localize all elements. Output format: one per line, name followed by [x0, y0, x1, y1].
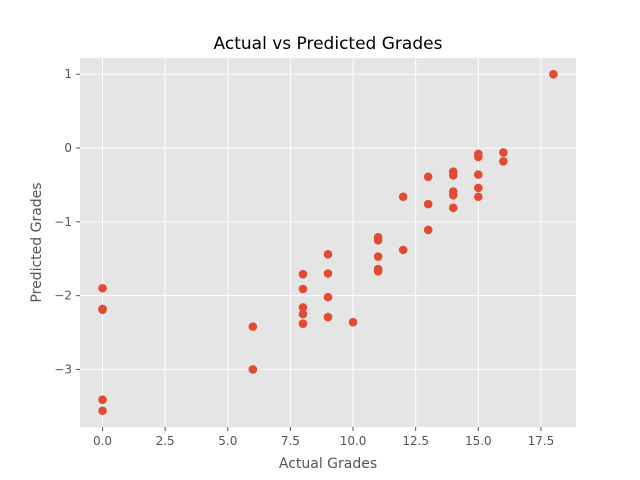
x-tick-label: 12.5: [402, 434, 429, 448]
axis-ticks: 0.0 2.5 5.0 7.5 10.0 12.5 15.0 17.5 1 0 −1 −2 −3: [54, 67, 554, 448]
data-point: [98, 305, 107, 314]
data-point: [248, 322, 258, 331]
plot-area: [80, 58, 576, 427]
y-tick-label: 1: [64, 67, 72, 81]
data-point: [423, 172, 433, 182]
x-tick-label: 2.5: [156, 434, 175, 448]
data-point: [323, 312, 333, 322]
data-point: [373, 235, 383, 245]
data-point: [373, 252, 383, 261]
y-axis-label: Predicted Grades: [29, 182, 45, 302]
data-point: [98, 395, 107, 404]
y-tick-label: 0: [64, 141, 72, 155]
data-point: [398, 245, 408, 255]
x-tick-label: 15.0: [465, 434, 492, 448]
data-point: [323, 269, 333, 278]
x-tick-label: 7.5: [281, 434, 300, 448]
x-tick-label: 10.0: [340, 434, 367, 448]
data-point: [398, 192, 408, 202]
data-point: [323, 292, 333, 302]
data-point: [448, 171, 458, 180]
data-point: [373, 266, 383, 276]
data-point: [423, 199, 433, 209]
data-point: [298, 319, 308, 328]
y-tick-label: −2: [54, 289, 72, 303]
data-point: [298, 284, 308, 294]
data-point: [298, 303, 308, 312]
x-tick-label: 17.5: [528, 434, 555, 448]
data-point: [499, 148, 508, 157]
x-axis-label: Actual Grades: [279, 456, 377, 472]
data-point: [323, 250, 333, 259]
data-points: [98, 69, 558, 416]
data-point: [448, 190, 458, 200]
data-point: [248, 365, 258, 374]
y-tick-label: −3: [54, 362, 72, 376]
data-point: [474, 152, 483, 162]
grid-lines: [80, 58, 576, 427]
y-tick-label: −1: [54, 215, 72, 229]
x-tick-label: 0.0: [93, 434, 112, 448]
data-point: [474, 183, 483, 193]
data-point: [348, 317, 358, 327]
data-point: [474, 192, 483, 202]
data-point: [298, 269, 308, 279]
chart-title: Actual vs Predicted Grades: [214, 34, 443, 54]
data-point: [423, 225, 433, 235]
data-point: [448, 203, 458, 213]
data-point: [499, 157, 508, 166]
data-point: [549, 69, 558, 79]
data-point: [474, 170, 483, 179]
data-point: [98, 283, 107, 293]
x-tick-label: 5.0: [218, 434, 237, 448]
data-point: [98, 406, 107, 416]
data-point: [298, 309, 308, 319]
